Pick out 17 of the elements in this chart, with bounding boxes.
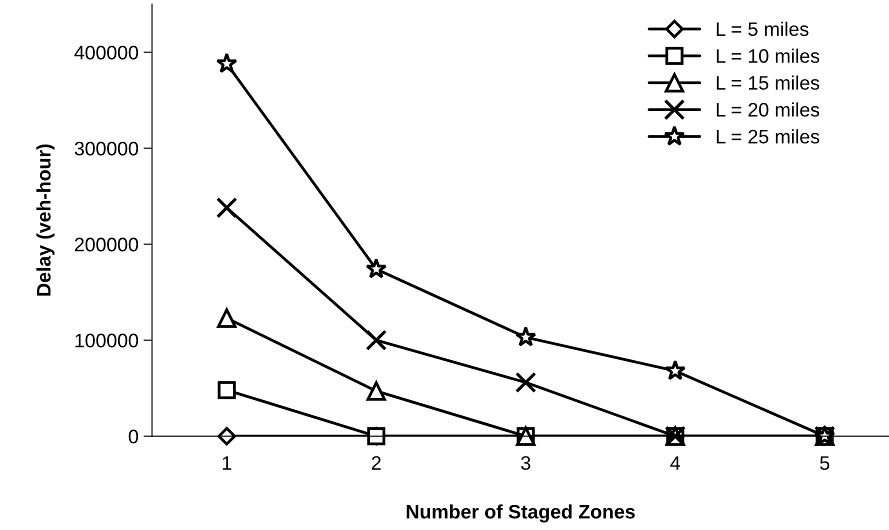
x-tick-label: 5	[820, 456, 830, 470]
x-tick-label: 1	[222, 456, 232, 470]
x-axis-title: Number of Staged Zones	[406, 504, 635, 523]
legend-label: L = 15 miles	[716, 75, 820, 90]
x-tick-label: 4	[670, 456, 680, 470]
y-tick-label: 200000	[74, 238, 138, 252]
y-tick-label: 300000	[74, 142, 138, 156]
y-tick-label: 0	[128, 430, 138, 444]
x-tick-label: 3	[521, 456, 530, 470]
legend-label: L = 20 miles	[716, 102, 820, 117]
legend-label: L = 25 miles	[716, 129, 820, 144]
legend-label: L = 10 miles	[716, 48, 820, 63]
x-tick-label: 2	[372, 456, 381, 470]
y-axis-title: Delay (veh-hour)	[36, 144, 55, 296]
y-tick-label: 100000	[75, 334, 138, 348]
y-tick-label: 400000	[74, 46, 138, 60]
legend-label: L = 5 miles	[716, 22, 808, 36]
